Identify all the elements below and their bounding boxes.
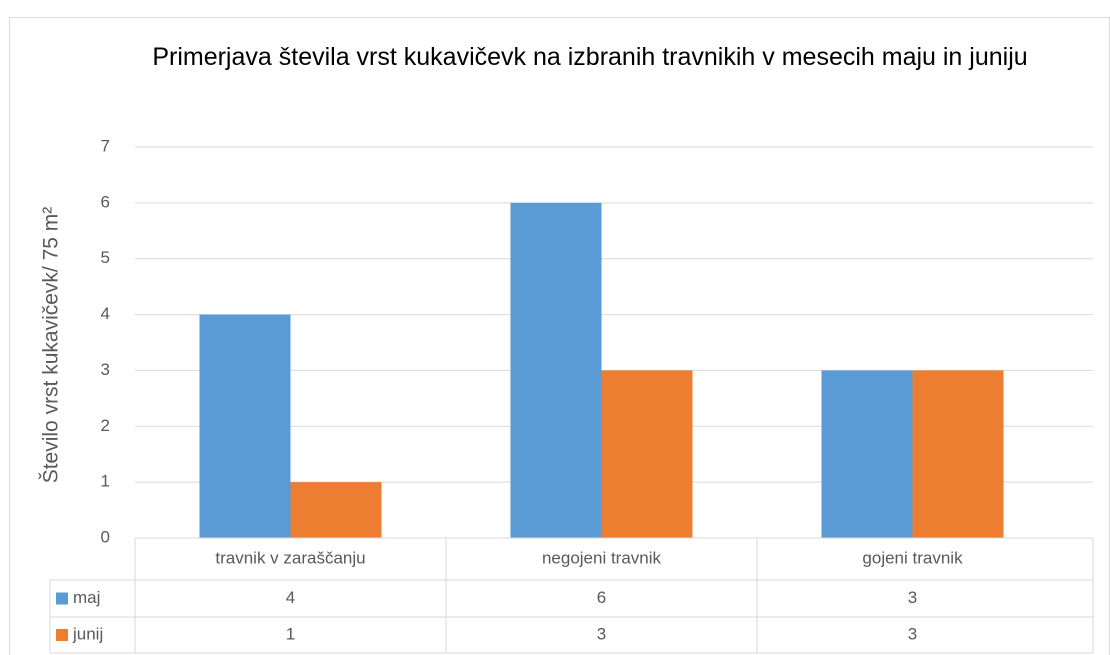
- y-tick-label: 2: [101, 416, 110, 435]
- bar: [601, 370, 693, 538]
- legend-key: [56, 629, 68, 641]
- x-tick-label: travnik v zaraščanju: [215, 548, 365, 567]
- bar: [290, 482, 382, 538]
- bar: [510, 202, 602, 538]
- table-value: 3: [597, 624, 606, 643]
- legend-key: [56, 592, 68, 605]
- y-tick-label: 0: [101, 527, 110, 546]
- y-tick-label: 7: [101, 136, 110, 155]
- y-tick-label: 5: [101, 248, 110, 267]
- x-tick-label: negojeni travnik: [542, 548, 662, 567]
- y-tick-label: 6: [101, 192, 110, 211]
- y-tick-label: 1: [101, 472, 110, 491]
- table-value: 1: [286, 624, 295, 643]
- y-tick-label: 4: [101, 304, 110, 323]
- bar: [199, 314, 291, 538]
- bar: [912, 370, 1004, 538]
- y-axis-label: Število vrst kukavičevk/ 75 m²: [40, 207, 63, 484]
- y-tick-label: 3: [101, 360, 110, 379]
- legend-label: junij: [72, 624, 103, 643]
- table-value: 3: [908, 624, 917, 643]
- table-value: 6: [597, 588, 606, 607]
- table-value: 4: [286, 588, 295, 607]
- x-tick-label: gojeni travnik: [862, 548, 963, 567]
- bar: [821, 370, 913, 538]
- table-value: 3: [908, 588, 917, 607]
- chart-title: Primerjava števila vrst kukavičevk na iz…: [152, 43, 1028, 71]
- legend-label: maj: [73, 588, 100, 607]
